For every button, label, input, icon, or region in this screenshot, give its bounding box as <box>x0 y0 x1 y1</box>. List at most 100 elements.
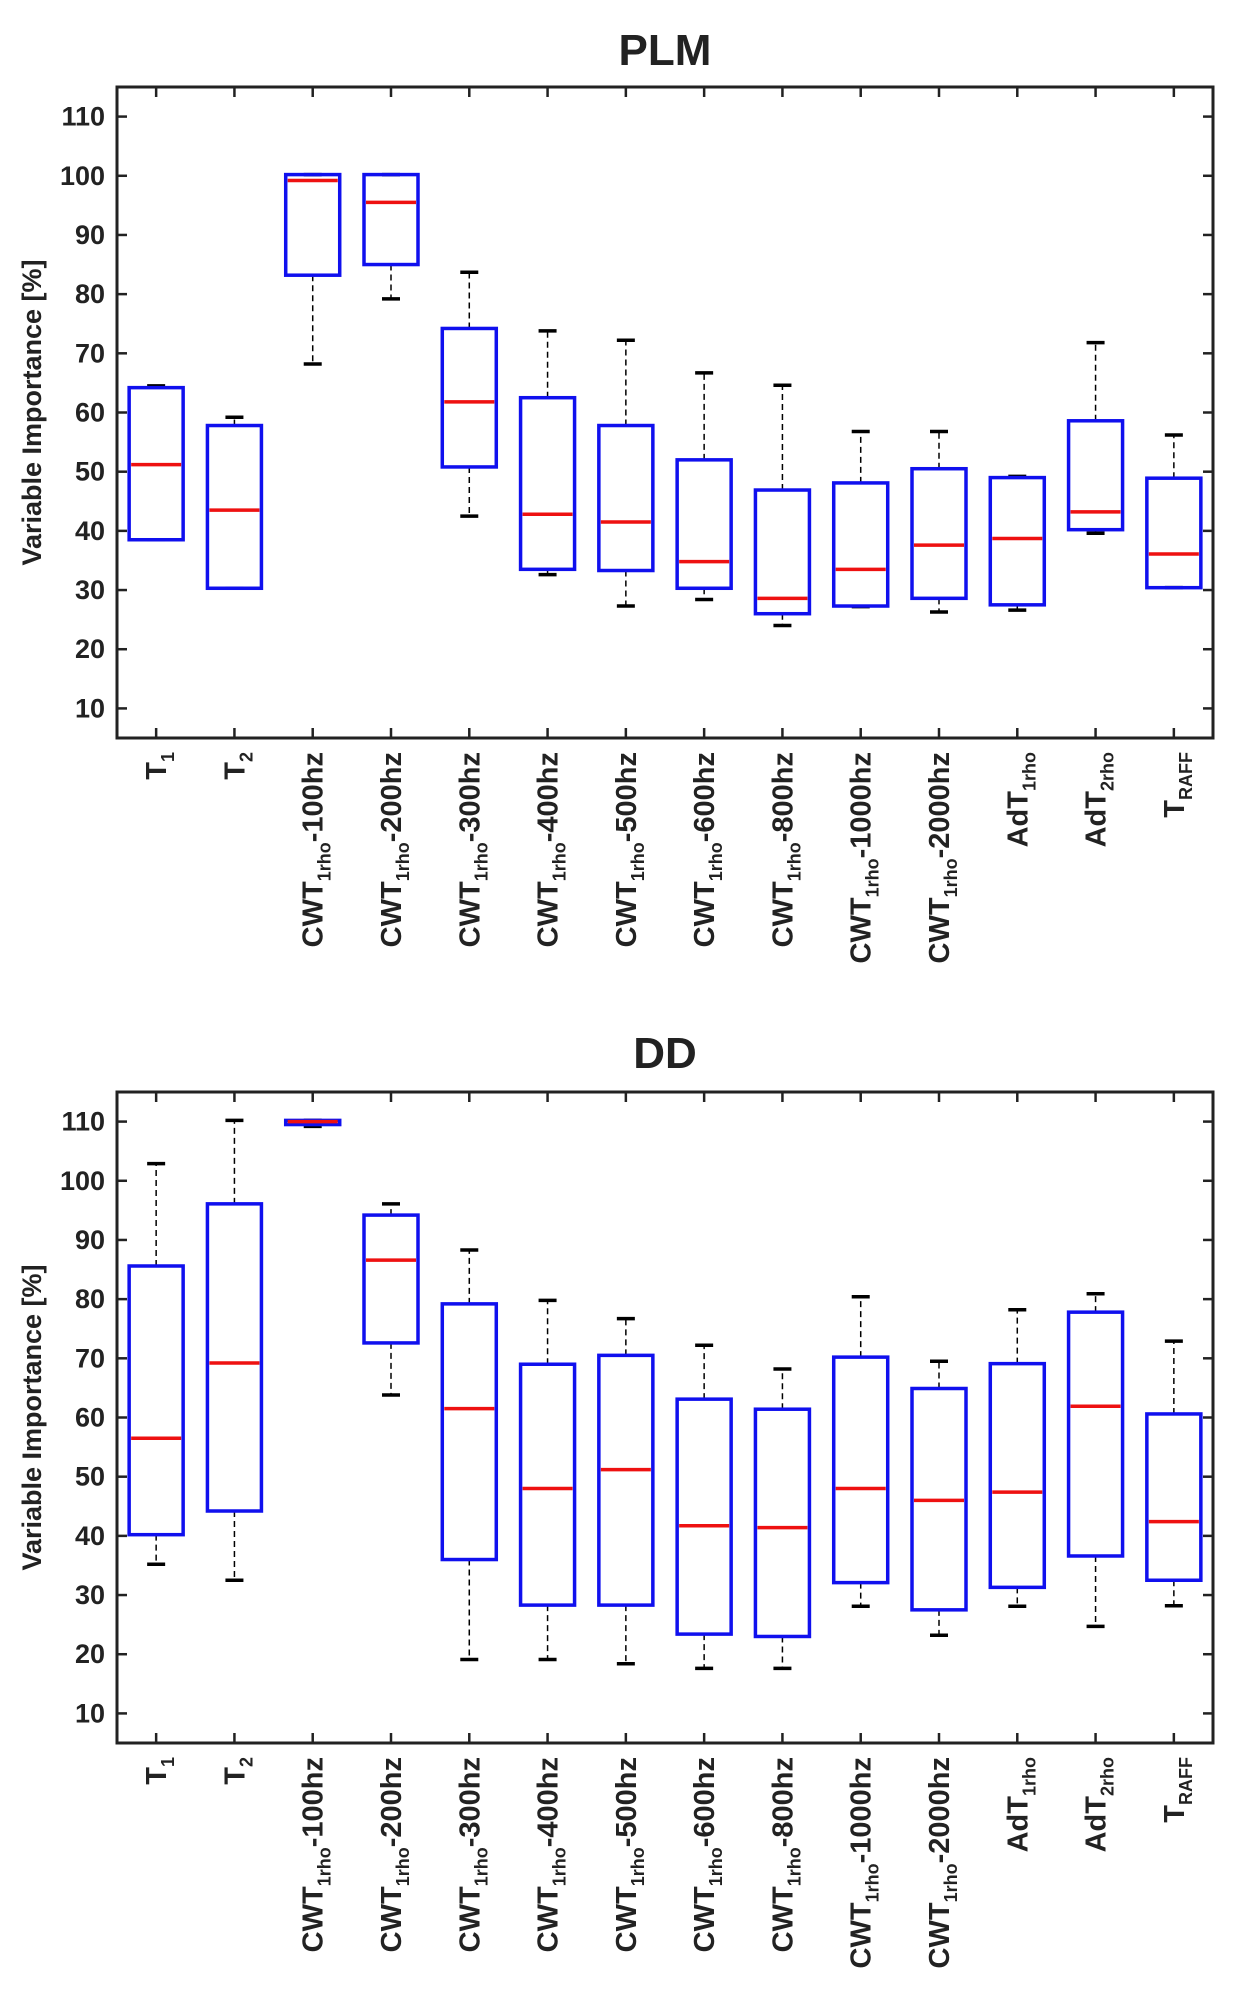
box-iqr <box>988 1361 1047 1590</box>
box-10 <box>910 429 968 614</box>
x-category-label: AdT1rho <box>1002 1757 1039 1852</box>
x-category-label: T2 <box>219 752 256 780</box>
plot-frame <box>115 1090 1215 1745</box>
y-tick-label: 100 <box>60 161 105 191</box>
box-iqr <box>675 458 733 591</box>
box-3 <box>362 1202 420 1397</box>
y-tick-label: 60 <box>75 398 105 428</box>
x-category-label: CWT1rho-300hz <box>454 752 491 947</box>
y-tick-label: 20 <box>75 1639 105 1669</box>
x-category-label: CWT1rho-300hz <box>454 1757 491 1952</box>
box-8 <box>753 1367 812 1671</box>
y-tick-label: 10 <box>75 693 105 723</box>
x-category-label: T1 <box>141 1757 178 1785</box>
box-iqr <box>283 172 342 277</box>
box-iqr <box>127 385 185 542</box>
x-category-label: CWT1rho-400hz <box>533 1757 570 1952</box>
box-2 <box>283 172 342 366</box>
y-tick-label: 70 <box>75 338 105 368</box>
x-category-label: AdT2rho <box>1081 1757 1118 1852</box>
box-iqr <box>1066 1310 1125 1558</box>
box-iqr <box>753 488 812 616</box>
box-iqr <box>362 172 420 267</box>
box-13 <box>1145 1339 1203 1608</box>
x-category-label: CWT1rho-200hz <box>376 1757 413 1952</box>
y-tick-label: 110 <box>61 102 105 132</box>
box-iqr <box>518 1362 577 1607</box>
box-iqr <box>831 481 890 608</box>
box-3 <box>362 172 420 301</box>
x-category-label: TRAFF <box>1159 1757 1196 1823</box>
x-category-label: AdT1rho <box>1002 752 1039 847</box>
y-tick-label: 10 <box>75 1698 105 1728</box>
x-category-label: CWT1rho-2000hz <box>924 752 961 963</box>
box-5 <box>518 329 577 577</box>
box-iqr <box>127 1264 185 1537</box>
x-category-label: CWT1rho-100hz <box>298 752 335 947</box>
box-iqr <box>597 1353 655 1607</box>
y-tick-label: 30 <box>75 1580 105 1610</box>
x-category-label: T1 <box>141 752 178 780</box>
y-tick-label: 90 <box>75 1225 105 1255</box>
x-category-label: CWT1rho-200hz <box>376 752 413 947</box>
x-category-label: CWT1rho-600hz <box>689 752 726 947</box>
box-iqr <box>205 423 264 591</box>
box-6 <box>597 338 655 608</box>
box-12 <box>1066 1292 1125 1629</box>
y-tick-label: 20 <box>75 634 105 664</box>
chart-title: DD <box>633 1029 697 1078</box>
box-11 <box>988 474 1047 612</box>
y-tick-label: 100 <box>60 1166 105 1196</box>
box-iqr <box>675 1397 733 1636</box>
x-category-label: CWT1rho-400hz <box>533 752 570 947</box>
x-category-label: CWT1rho-600hz <box>689 1757 726 1952</box>
box-5 <box>518 1298 577 1662</box>
box-6 <box>597 1316 655 1666</box>
y-tick-label: 50 <box>75 1462 105 1492</box>
box-iqr <box>753 1407 812 1639</box>
box-iqr <box>440 326 499 469</box>
box-8 <box>753 383 812 628</box>
x-category-label: CWT1rho-500hz <box>611 752 648 947</box>
y-tick-label: 50 <box>75 457 105 487</box>
box-2 <box>283 1118 342 1129</box>
box-12 <box>1066 340 1125 535</box>
chart-panel-dd: DD 10 20 30 40 50 60 70 80 90 100 110 Variable Impor… <box>17 1029 1215 1968</box>
y-tick-label: 40 <box>75 1521 105 1551</box>
box-iqr <box>597 423 655 573</box>
x-category-label: TRAFF <box>1159 752 1196 818</box>
box-7 <box>675 1343 733 1671</box>
box-iqr <box>831 1355 890 1585</box>
chart-panel-plm: PLM 10 20 30 40 50 60 70 80 90 100 110 Variable Impo… <box>17 26 1215 963</box>
x-category-label: AdT2rho <box>1081 752 1118 847</box>
y-tick-label: 70 <box>75 1343 105 1373</box>
box-4 <box>440 270 499 518</box>
box-1 <box>205 1118 264 1582</box>
y-axis-label: Variable Importance [%] <box>17 259 47 565</box>
x-category-label: CWT1rho-100hz <box>298 1757 335 1952</box>
x-category-label: T2 <box>219 1757 256 1785</box>
y-tick-label: 40 <box>75 516 105 546</box>
y-tick-label: 30 <box>75 575 105 605</box>
y-axis-label: Variable Importance [%] <box>17 1264 47 1570</box>
box-iqr <box>205 1202 264 1513</box>
y-tick-label: 110 <box>61 1107 105 1137</box>
x-category-label: CWT1rho-1000hz <box>846 752 883 963</box>
box-11 <box>988 1308 1047 1609</box>
box-iqr <box>362 1213 420 1345</box>
box-13 <box>1145 433 1203 590</box>
box-9 <box>831 429 890 609</box>
box-4 <box>440 1248 499 1662</box>
box-iqr <box>440 1302 499 1562</box>
y-tick-label: 80 <box>75 279 105 309</box>
x-category-label: CWT1rho-800hz <box>767 1757 804 1952</box>
box-iqr <box>1145 1412 1203 1582</box>
y-tick-label: 80 <box>75 1284 105 1314</box>
x-category-label: CWT1rho-500hz <box>611 1757 648 1952</box>
y-tick-label: 60 <box>75 1403 105 1433</box>
box-9 <box>831 1295 890 1609</box>
box-iqr <box>1145 476 1203 590</box>
box-10 <box>910 1359 968 1638</box>
plot-frame <box>115 85 1215 740</box>
box-iqr <box>1066 419 1125 532</box>
